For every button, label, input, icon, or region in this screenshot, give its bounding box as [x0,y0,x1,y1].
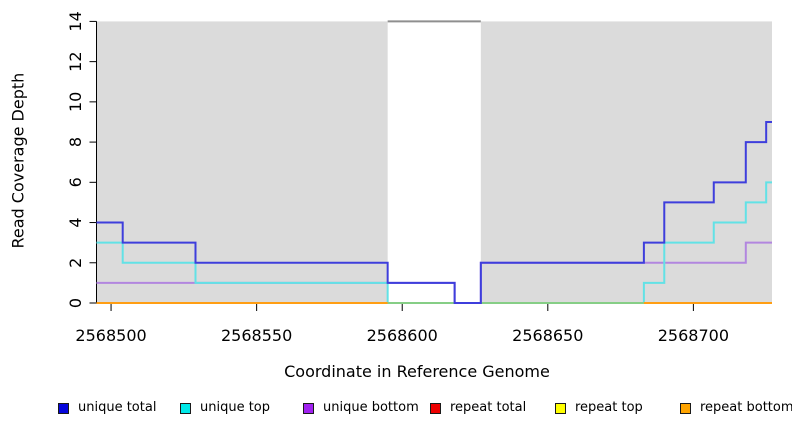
y-tick-label: 6 [66,177,85,187]
x-axis-title: Coordinate in Reference Genome [284,362,550,381]
x-tick-label: 2568650 [512,326,583,345]
y-tick-label: 2 [66,258,85,268]
legend-swatch-icon [180,402,191,414]
legend-item-repeat-total: repeat total [430,400,526,416]
y-tick-label: 0 [66,298,85,308]
x-tick-label: 2568500 [75,326,146,345]
y-tick-label: 12 [66,51,85,71]
y-tick-label: 4 [66,217,85,227]
legend-swatch-icon [430,402,441,414]
x-tick-label: 2568600 [367,326,438,345]
legend-item-unique-bottom: unique bottom [303,400,419,416]
legend-item-unique-top: unique top [180,400,270,416]
y-tick-label: 10 [66,92,85,112]
y-tick-label: 8 [66,137,85,147]
legend-label: repeat bottom [700,400,792,415]
legend-label: repeat total [450,400,527,415]
legend-item-unique-total: unique total [58,400,156,416]
legend-swatch-icon [58,402,69,414]
chart-legend: unique total unique top unique bottom repea… [0,400,792,420]
legend-label: unique total [78,400,157,415]
legend-label: unique bottom [323,400,419,415]
x-tick-label: 2568550 [221,326,292,345]
y-axis-title: Read Coverage Depth [8,72,28,249]
series-unique-total [96,120,772,304]
legend-swatch-icon [303,402,314,414]
repeat-region-left [96,21,388,304]
legend-swatch-icon [555,402,566,414]
legend-item-repeat-top: repeat top [555,400,643,416]
x-tick-label: 2568700 [658,326,729,345]
legend-label: unique top [200,400,271,415]
legend-item-repeat-bottom: repeat bottom [680,400,792,416]
legend-label: repeat top [575,400,643,415]
legend-swatch-icon [680,402,691,414]
repeat-region-right [480,21,772,304]
y-tick-label: 14 [66,11,85,31]
series-unique-top [96,181,772,304]
